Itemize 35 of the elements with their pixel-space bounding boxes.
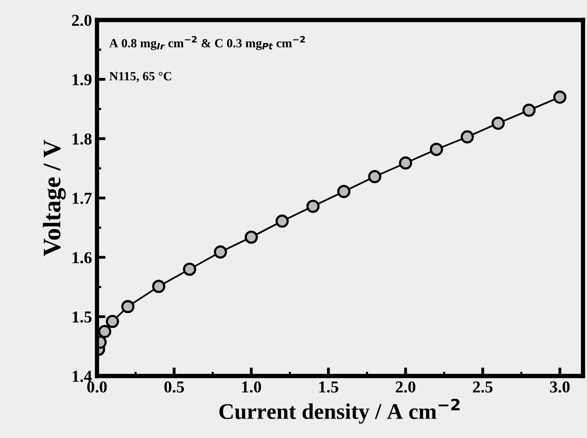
annotation: A 0.8 mg$_{Ir}$ cm$^{−2}$ & C 0.3 mg$_{Pt}$ cm$^{−2}$ <box>109 36 305 50</box>
annotation: N115, 65 °C <box>109 72 172 82</box>
point <box>152 280 166 294</box>
point <box>214 245 228 259</box>
point <box>337 184 350 198</box>
x-tick-label: 2.0 <box>396 381 416 393</box>
x-tick-label: 1.0 <box>242 381 262 393</box>
x-axis-title: Current density / A cm$^{−2}$ <box>219 398 460 424</box>
point <box>121 300 134 314</box>
point <box>182 262 196 276</box>
y-tick-label: 2.0 <box>72 14 92 26</box>
x-tick-label: 1.5 <box>319 381 338 393</box>
point <box>306 200 320 213</box>
point <box>244 230 258 244</box>
y-tick-label: 1.9 <box>72 74 92 86</box>
y-axis-title: Voltage / V <box>42 140 66 256</box>
point <box>106 314 120 328</box>
x-tick-label: 0.0 <box>87 381 107 393</box>
point <box>522 104 536 117</box>
point <box>553 90 566 104</box>
x-tick-label: 0.5 <box>164 381 184 393</box>
y-tick-label: 1.4 <box>72 370 92 382</box>
point <box>276 214 289 228</box>
x-tick-label: 3.0 <box>550 381 570 393</box>
point <box>460 130 474 144</box>
point <box>430 142 444 156</box>
x-tick-label: 2.5 <box>473 381 493 393</box>
point <box>492 116 505 130</box>
y-tick-label: 1.7 <box>72 192 92 204</box>
y-tick-label: 1.5 <box>72 311 92 323</box>
point <box>98 324 112 338</box>
point <box>398 156 412 170</box>
y-tick-label: 1.6 <box>72 252 92 264</box>
y-tick-label: 1.8 <box>72 133 92 145</box>
point <box>368 170 382 184</box>
